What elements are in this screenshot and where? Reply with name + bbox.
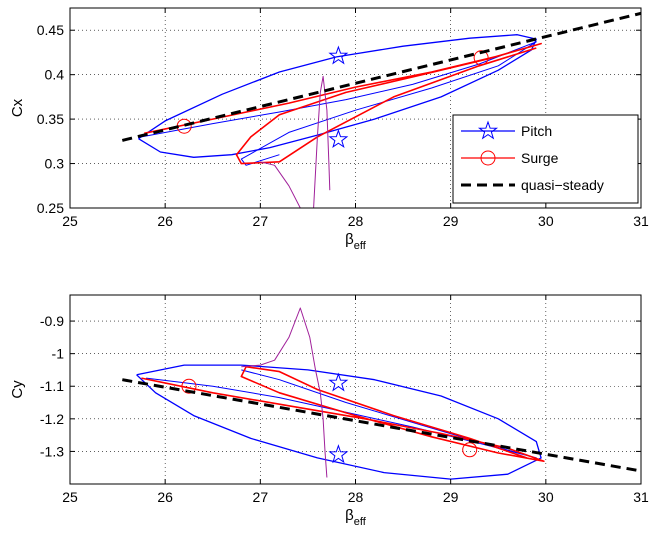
x-tick-label: 26 (157, 489, 173, 505)
y-tick-label: 0.3 (45, 156, 65, 172)
x-tick-label: 25 (62, 213, 78, 229)
surge-spike-line (260, 75, 331, 208)
y-tick-label: -1.1 (40, 378, 64, 394)
legend: Pitch Surge quasi−steady (452, 114, 639, 204)
y-tick-label: 0.25 (37, 200, 64, 216)
chart-1: 25 26 27 28 29 30 31 0.25 0.3 0.35 0.4 0.45 βeff Cx Pi… (9, 7, 649, 252)
x-tick-label: 28 (348, 489, 364, 505)
y-tick-label: 0.45 (37, 22, 64, 38)
x-tick-label: 31 (633, 213, 649, 229)
quasi-steady-dashed-line (121, 11, 641, 142)
pitch-marker (328, 129, 349, 149)
y-tick-label: 0.35 (37, 111, 64, 127)
x-tick-label: 30 (538, 489, 554, 505)
legend-circle-marker (480, 150, 496, 166)
pitch-marker (328, 372, 349, 392)
x-tick-label: 25 (62, 489, 78, 505)
y-axis-label: Cy (9, 380, 26, 399)
legend-label: quasi−steady (521, 177, 604, 193)
plot-area (70, 295, 641, 484)
y-tick-label: -1.2 (40, 411, 64, 427)
data-layer (122, 307, 641, 480)
surge-marker (473, 50, 489, 66)
surge-marker (181, 378, 197, 394)
x-axis-label: βeff (345, 231, 367, 252)
quasi-steady-dashed-line (122, 378, 641, 473)
y-tick-label: -0.9 (40, 313, 64, 329)
y-axis-label: Cx (9, 98, 26, 117)
x-tick-label: 30 (538, 213, 554, 229)
y-tick-label: -1 (52, 346, 65, 362)
legend-label: Pitch (521, 123, 552, 139)
legend-box (452, 114, 639, 204)
pitch-marker (328, 444, 349, 464)
y-tick-label: -1.3 (40, 443, 64, 459)
x-tick-label: 27 (253, 489, 269, 505)
legend-star-marker (477, 120, 499, 140)
x-tick-label: 27 (253, 213, 269, 229)
pitch-marker (328, 45, 349, 65)
chart-2: 25 26 27 28 29 30 31 -0.9 -1 -1.1 -1.2 -1.3 βeff Cy (9, 294, 649, 528)
x-tick-label: 31 (633, 489, 649, 505)
pitch-loop-line (136, 364, 542, 480)
x-tick-label: 29 (443, 213, 459, 229)
x-tick-label: 26 (157, 213, 173, 229)
data-layer (121, 11, 641, 208)
surge-marker (462, 442, 478, 458)
x-axis-label: βeff (345, 507, 367, 528)
x-tick-label: 29 (443, 489, 459, 505)
legend-label: Surge (521, 150, 559, 166)
y-tick-label: 0.4 (45, 67, 65, 83)
x-tick-label: 28 (348, 213, 364, 229)
surge-spike-line (241, 307, 328, 478)
